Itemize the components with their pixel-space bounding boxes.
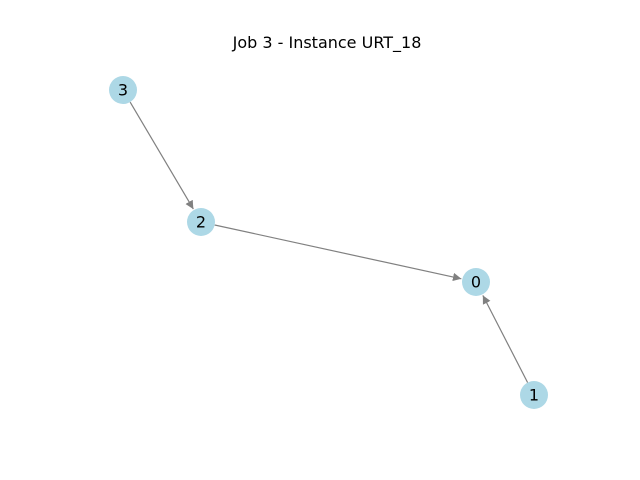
nodes-layer: 0 1 2 3 (109, 76, 548, 409)
node-label-3: 3 (118, 81, 128, 100)
node-circle-3 (109, 76, 137, 104)
node-circle-0 (462, 268, 490, 296)
node-1: 1 (520, 381, 548, 409)
node-circle-1 (520, 381, 548, 409)
node-circle-2 (187, 208, 215, 236)
diagram-title: Job 3 - Instance URT_18 (232, 33, 422, 52)
node-3: 3 (109, 76, 137, 104)
node-0: 0 (462, 268, 490, 296)
node-label-0: 0 (471, 273, 481, 292)
node-label-1: 1 (529, 386, 539, 405)
node-label-2: 2 (196, 213, 206, 232)
edge-1-to-0 (482, 295, 529, 383)
node-2: 2 (187, 208, 215, 236)
edge-3-to-2 (129, 101, 194, 210)
edges-layer (129, 101, 529, 383)
edge-2-to-0 (214, 224, 462, 282)
